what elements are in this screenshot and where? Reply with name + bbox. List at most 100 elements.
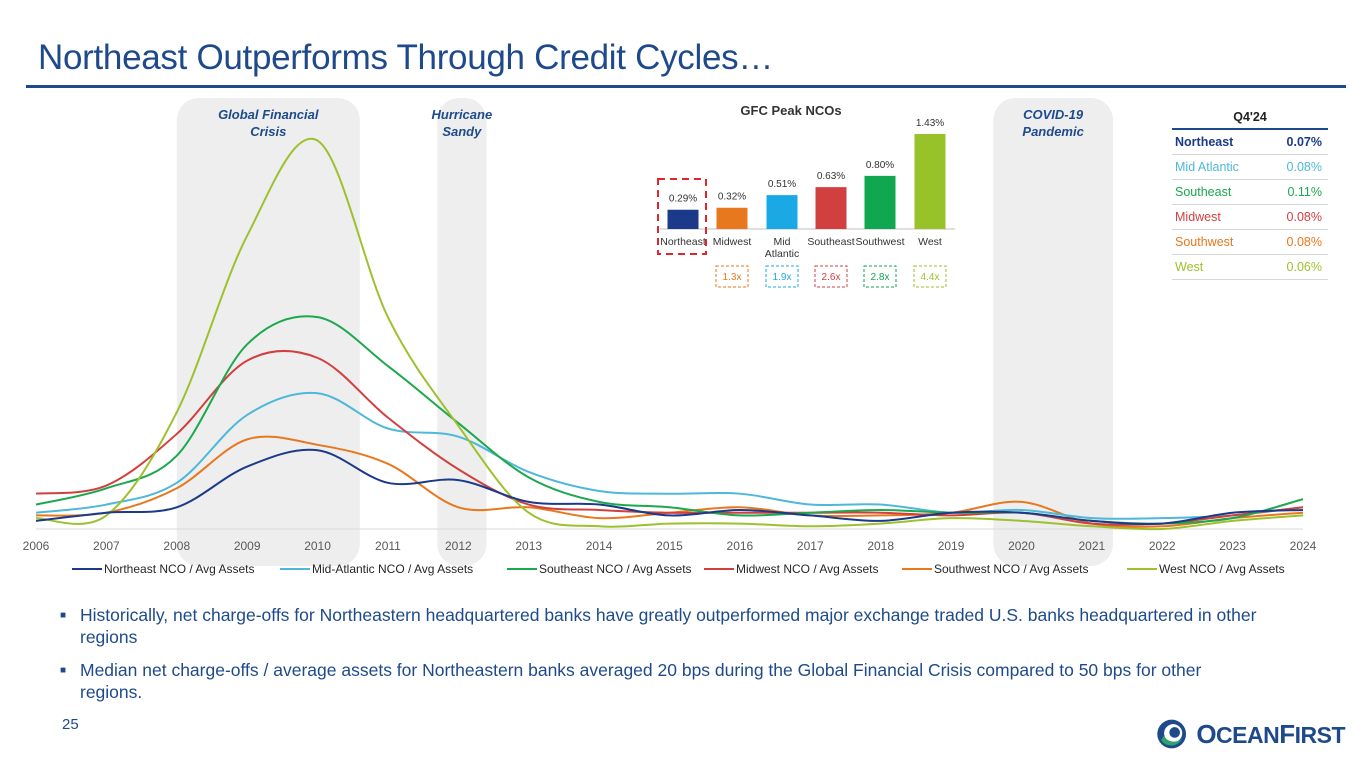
bullet-item: ■ Historically, net charge-offs for Nort…: [60, 604, 1260, 648]
legend-label: Southwest NCO / Avg Assets: [934, 562, 1089, 576]
inset-category-label: Northeast: [660, 236, 706, 248]
inset-bar: [766, 195, 798, 229]
inset-category-label: Southwest: [855, 236, 904, 248]
x-tick-label: 2011: [375, 539, 401, 553]
event-band: [993, 98, 1113, 566]
nco-chart: Global Financial Crisis Hurricane Sandy COVI…: [23, 98, 1317, 576]
inset-bar-label: 0.51%: [768, 179, 796, 190]
x-tick-label: 2021: [1078, 539, 1105, 553]
q4-table: Q4'24 Northeast 0.07% Mid Atlantic 0.08% Sou…: [1172, 106, 1328, 280]
x-tick-label: 2018: [867, 539, 894, 553]
q4-value: 0.06%: [1286, 260, 1322, 274]
multiple-label: 1.3x: [723, 272, 742, 283]
event-band-label: Sandy: [442, 124, 482, 139]
legend-label: West NCO / Avg Assets: [1159, 562, 1285, 576]
q4-row: Mid Atlantic 0.08%: [1172, 155, 1328, 180]
q4-table-header: Q4'24: [1172, 106, 1328, 130]
x-tick-label: 2008: [163, 539, 190, 553]
q4-region: Mid Atlantic: [1175, 160, 1239, 174]
multiple-box: [863, 265, 897, 288]
multiple-box: [913, 265, 947, 288]
series-line: [35, 349, 1304, 526]
multiple-label: 2.6x: [822, 272, 841, 283]
q4-row: Southwest 0.08%: [1172, 230, 1328, 255]
q4-value: 0.08%: [1286, 235, 1322, 249]
event-band-label: Global Financial: [218, 107, 319, 122]
q4-row: Northeast 0.07%: [1172, 130, 1328, 155]
event-band: [437, 98, 487, 566]
q4-value: 0.08%: [1286, 210, 1322, 224]
legend-label: Midwest NCO / Avg Assets: [736, 562, 879, 576]
page-number: 25: [62, 716, 79, 733]
q4-region: Southwest: [1175, 235, 1234, 249]
northeast-highlight-box: [657, 178, 707, 255]
inset-category-label: Southeast: [807, 236, 854, 248]
q4-value: 0.07%: [1286, 135, 1322, 149]
inset-category-label: Midwest: [713, 236, 752, 248]
inset-category-label: West: [918, 236, 942, 248]
q4-region: Southeast: [1175, 185, 1232, 199]
inset-category-label: Mid: [774, 236, 791, 248]
q4-region: Northeast: [1175, 135, 1234, 149]
q4-row: Midwest 0.08%: [1172, 205, 1328, 230]
event-band-label: Pandemic: [1022, 124, 1084, 139]
series-line: [35, 448, 1304, 525]
x-tick-label: 2007: [93, 539, 120, 553]
q4-row: West 0.06%: [1172, 255, 1328, 280]
inset-bar-label: 0.32%: [718, 192, 746, 203]
logo-wordmark: OCEANFIRST: [1196, 718, 1345, 749]
x-tick-label: 2017: [797, 539, 824, 553]
oceanfirst-logo: OCEANFIRST: [1155, 711, 1346, 757]
multiple-box: [814, 265, 848, 288]
multiple-label: 4.4x: [921, 272, 940, 283]
x-tick-label: 2012: [445, 539, 472, 553]
inset-bar: [667, 209, 699, 229]
inset-bar: [716, 207, 748, 229]
event-band-label: Hurricane: [432, 107, 493, 122]
inset-bar-label: 0.63%: [817, 171, 845, 182]
wave-logo-icon: [1157, 719, 1187, 749]
multiple-label: 1.9x: [773, 272, 792, 283]
series-line: [35, 137, 1304, 531]
bullet-item: ■ Median net charge-offs / average asset…: [60, 659, 1260, 703]
legend-label: Northeast NCO / Avg Assets: [104, 562, 255, 576]
q4-value: 0.11%: [1287, 185, 1322, 199]
q4-region: West: [1175, 260, 1204, 274]
event-band: [176, 98, 360, 566]
multiple-box: [765, 265, 799, 288]
q4-row: Southeast 0.11%: [1172, 180, 1328, 205]
x-tick-label: 2009: [234, 539, 261, 553]
inset-bar-label: 0.29%: [669, 194, 697, 205]
bullet-list: ■ Historically, net charge-offs for Nort…: [60, 604, 1260, 714]
inset-bar-label: 1.43%: [916, 118, 944, 129]
bullet-square-icon: ■: [60, 665, 67, 676]
q4-value: 0.08%: [1286, 160, 1322, 174]
bullet-square-icon: ■: [60, 610, 67, 621]
x-tick-label: 2024: [1290, 539, 1317, 553]
x-tick-label: 2022: [1149, 539, 1176, 553]
inset-bar: [914, 134, 946, 229]
title-divider: [26, 85, 1346, 88]
inset-bar: [815, 187, 847, 229]
x-tick-label: 2013: [515, 539, 542, 553]
multiple-box: [715, 265, 749, 288]
legend-label: Mid-Atlantic NCO / Avg Assets: [312, 562, 473, 576]
q4-region: Midwest: [1175, 210, 1221, 224]
inset-chart-title: GFC Peak NCOs: [740, 103, 841, 118]
inset-bar: [864, 175, 896, 229]
x-tick-label: 2020: [1008, 539, 1035, 553]
x-tick-label: 2023: [1219, 539, 1246, 553]
bullet-text: Historically, net charge-offs for Northe…: [80, 605, 1257, 647]
x-tick-label: 2016: [727, 539, 754, 553]
x-tick-label: 2006: [23, 539, 50, 553]
event-band-label: Crisis: [250, 124, 286, 139]
bullet-text: Median net charge-offs / average assets …: [80, 660, 1202, 702]
inset-bar-label: 0.80%: [866, 160, 894, 171]
x-tick-label: 2015: [656, 539, 683, 553]
page-title: Northeast Outperforms Through Credit Cyc…: [38, 38, 774, 77]
inset-category-label: Atlantic: [765, 248, 799, 260]
x-tick-label: 2019: [938, 539, 965, 553]
x-tick-label: 2014: [586, 539, 613, 553]
legend-label: Southeast NCO / Avg Assets: [539, 562, 692, 576]
x-tick-label: 2010: [304, 539, 331, 553]
